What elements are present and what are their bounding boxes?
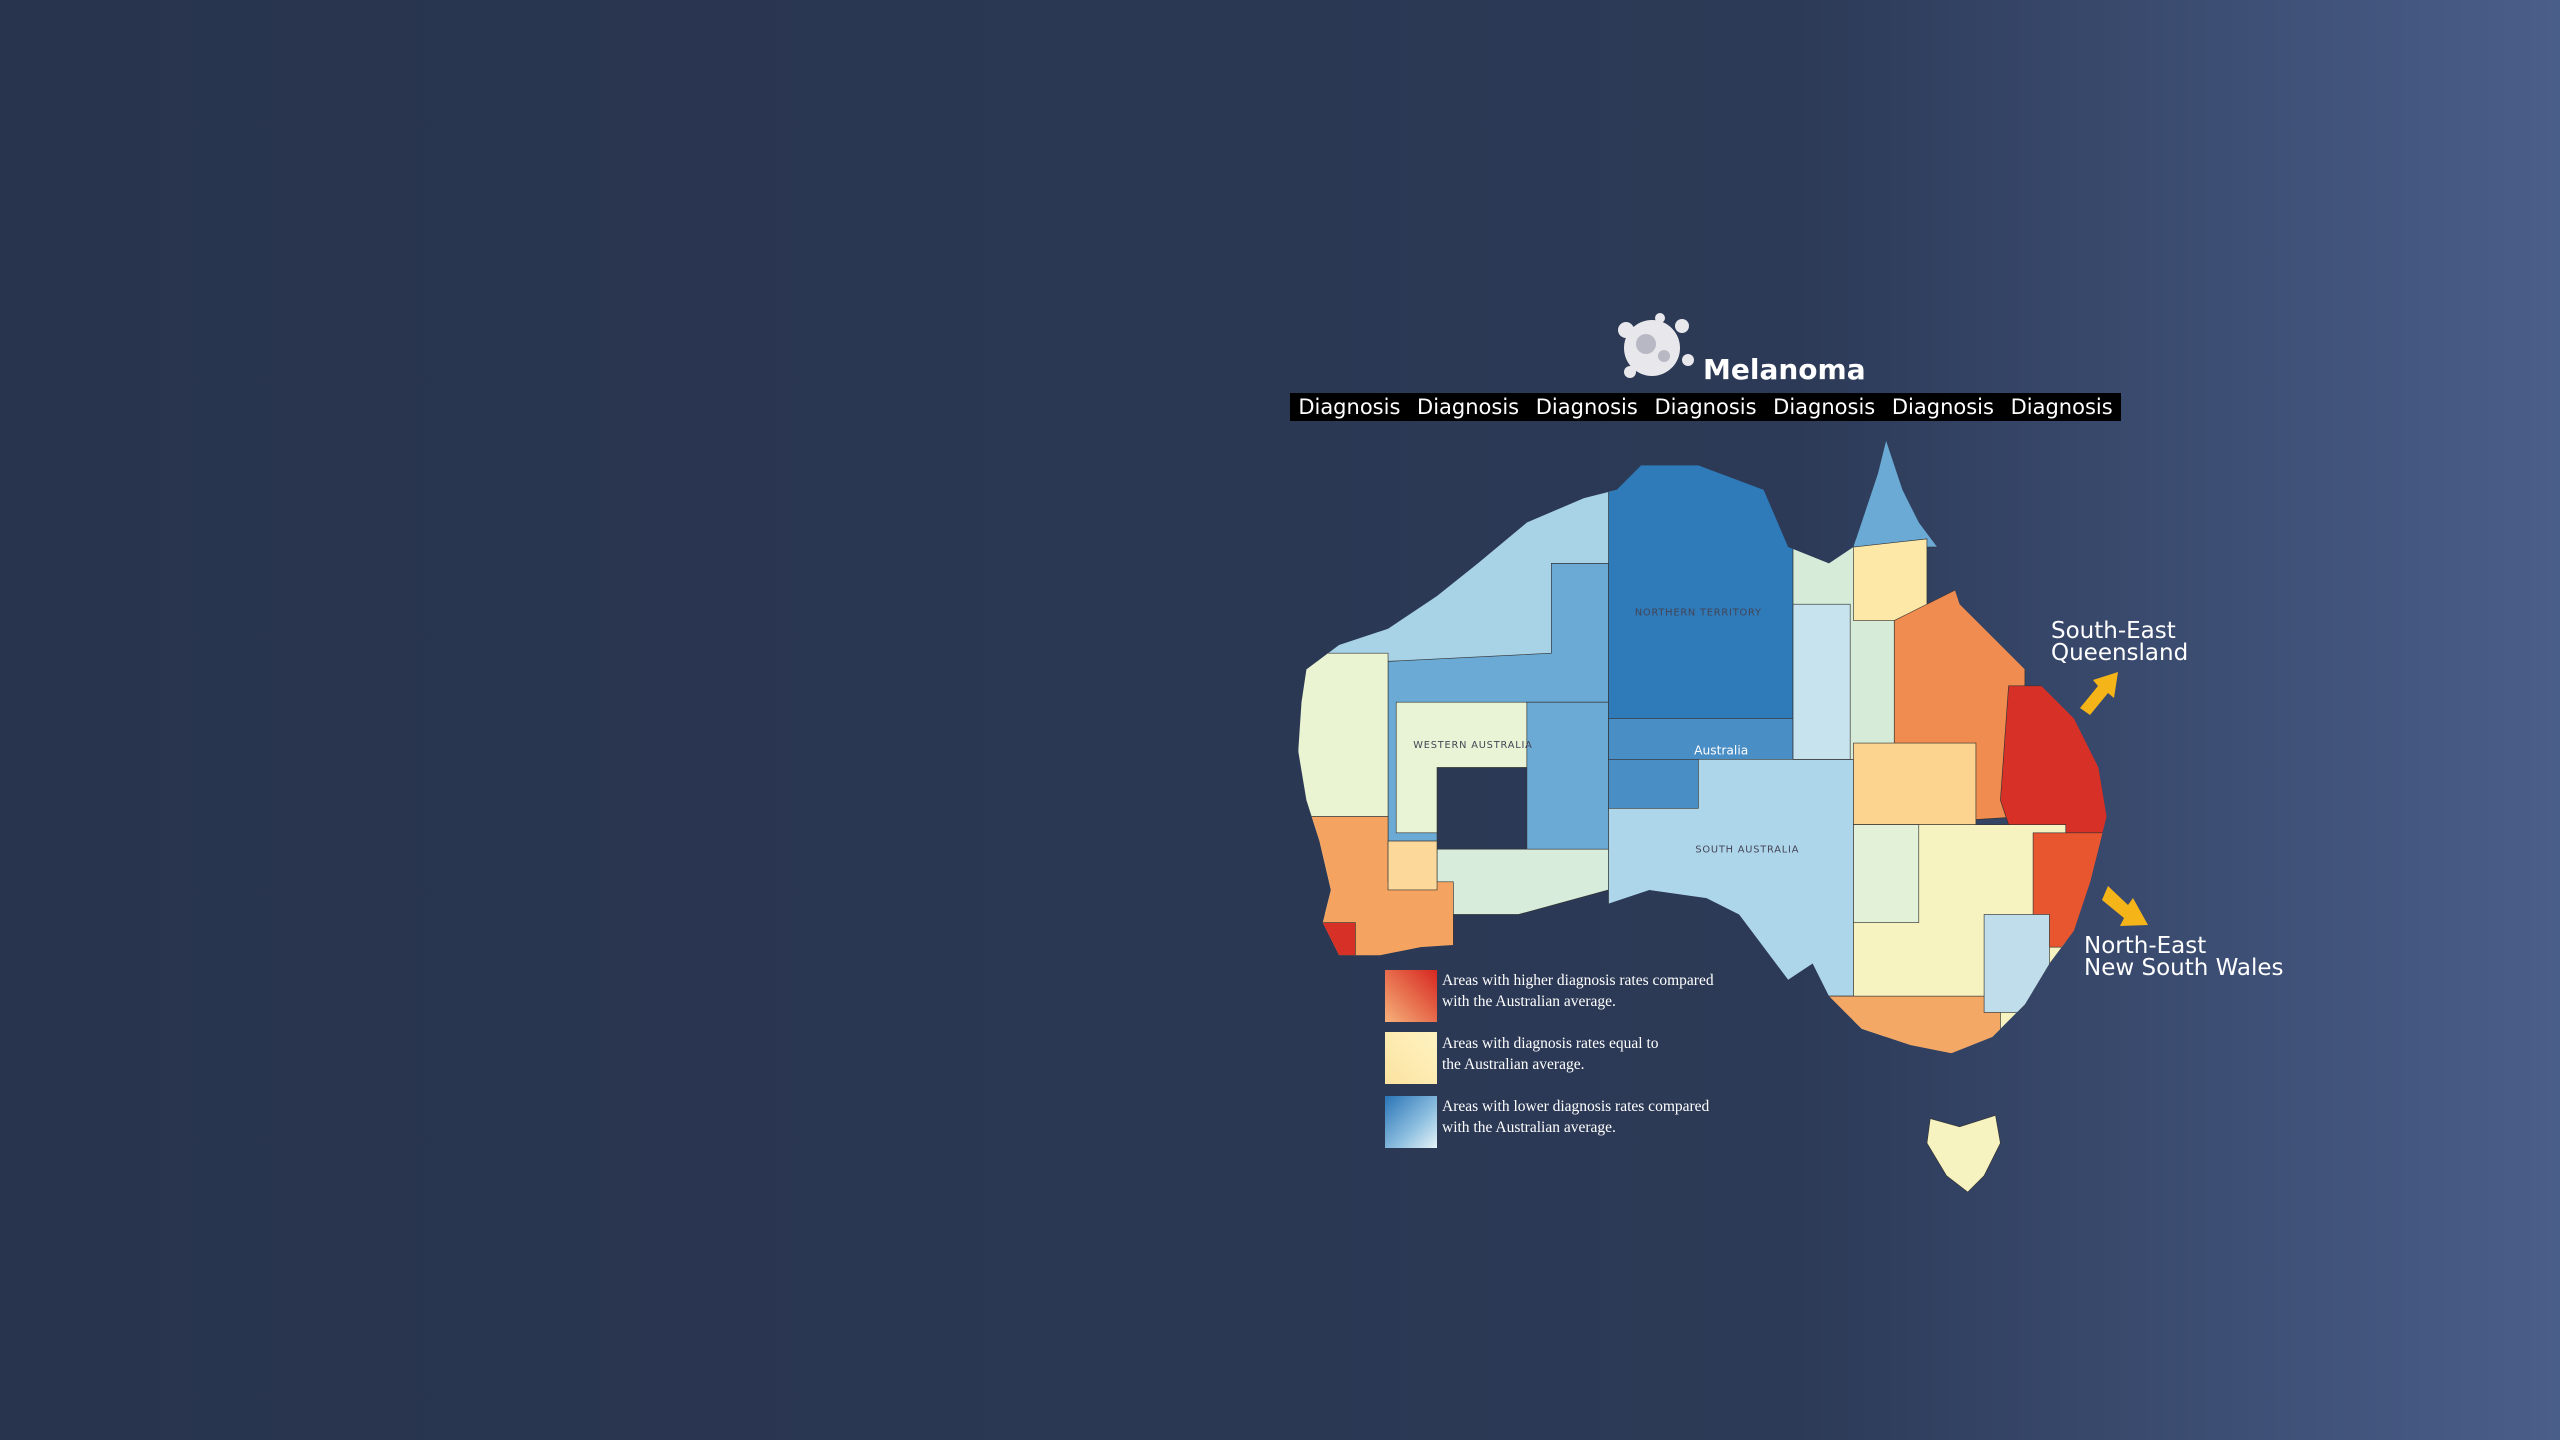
tabs: Diagnosis Diagnosis Diagnosis Diagnosis Diag… bbox=[1298, 395, 2112, 419]
region bbox=[1792, 603, 1851, 760]
tab[interactable]: Diagnosis bbox=[2011, 395, 2113, 419]
legend-text: with the Australian average. bbox=[1442, 993, 1616, 1010]
region bbox=[1608, 440, 1794, 760]
annotation-text: North-East bbox=[2084, 933, 2206, 959]
legend-swatch bbox=[1385, 1032, 1437, 1084]
tab[interactable]: Diagnosis bbox=[1773, 395, 1875, 419]
region bbox=[1853, 742, 1977, 825]
annotation-text: Queensland bbox=[2051, 640, 2188, 666]
tab[interactable]: Diagnosis bbox=[1536, 395, 1638, 419]
region bbox=[1608, 718, 1794, 760]
legend: Areas with higher diagnosis rates compar… bbox=[1442, 972, 1714, 1136]
legend-text: Areas with lower diagnosis rates compare… bbox=[1442, 1098, 1710, 1115]
legend-text: with the Australian average. bbox=[1442, 1119, 1616, 1136]
pointer-arrow bbox=[2080, 672, 2118, 715]
region bbox=[1387, 840, 1438, 891]
pointer-arrow bbox=[2102, 886, 2148, 926]
region bbox=[1853, 538, 1928, 621]
legend-text: the Australian average. bbox=[1442, 1056, 1584, 1073]
annotation-text: South-East bbox=[2051, 618, 2176, 644]
legend-text: Areas with diagnosis rates equal to bbox=[1442, 1035, 1659, 1052]
tab[interactable]: Diagnosis bbox=[1654, 395, 1756, 419]
region bbox=[1526, 701, 1609, 850]
melanoma-icon bbox=[1618, 313, 1694, 378]
region bbox=[1853, 824, 1920, 923]
tasmania bbox=[1926, 1114, 2001, 1193]
legend-text: Areas with higher diagnosis rates compar… bbox=[1442, 972, 1714, 989]
tab[interactable]: Diagnosis bbox=[1892, 395, 1994, 419]
region-label: NORTHERN TERRITORY bbox=[1635, 608, 1762, 619]
tab-bar bbox=[1290, 393, 2121, 421]
tab[interactable]: Diagnosis bbox=[1417, 395, 1519, 419]
title: Melanoma bbox=[1703, 353, 1866, 386]
legend-swatch bbox=[1385, 970, 1437, 1022]
region-label: WESTERN AUSTRALIA bbox=[1413, 740, 1532, 751]
tab[interactable]: Diagnosis bbox=[1298, 395, 1400, 419]
region bbox=[1608, 759, 1699, 809]
annotation-text: New South Wales bbox=[2084, 955, 2284, 981]
region-label: SOUTH AUSTRALIA bbox=[1695, 844, 1799, 855]
map-label: Australia bbox=[1694, 743, 1748, 757]
legend-swatch bbox=[1385, 1096, 1437, 1148]
